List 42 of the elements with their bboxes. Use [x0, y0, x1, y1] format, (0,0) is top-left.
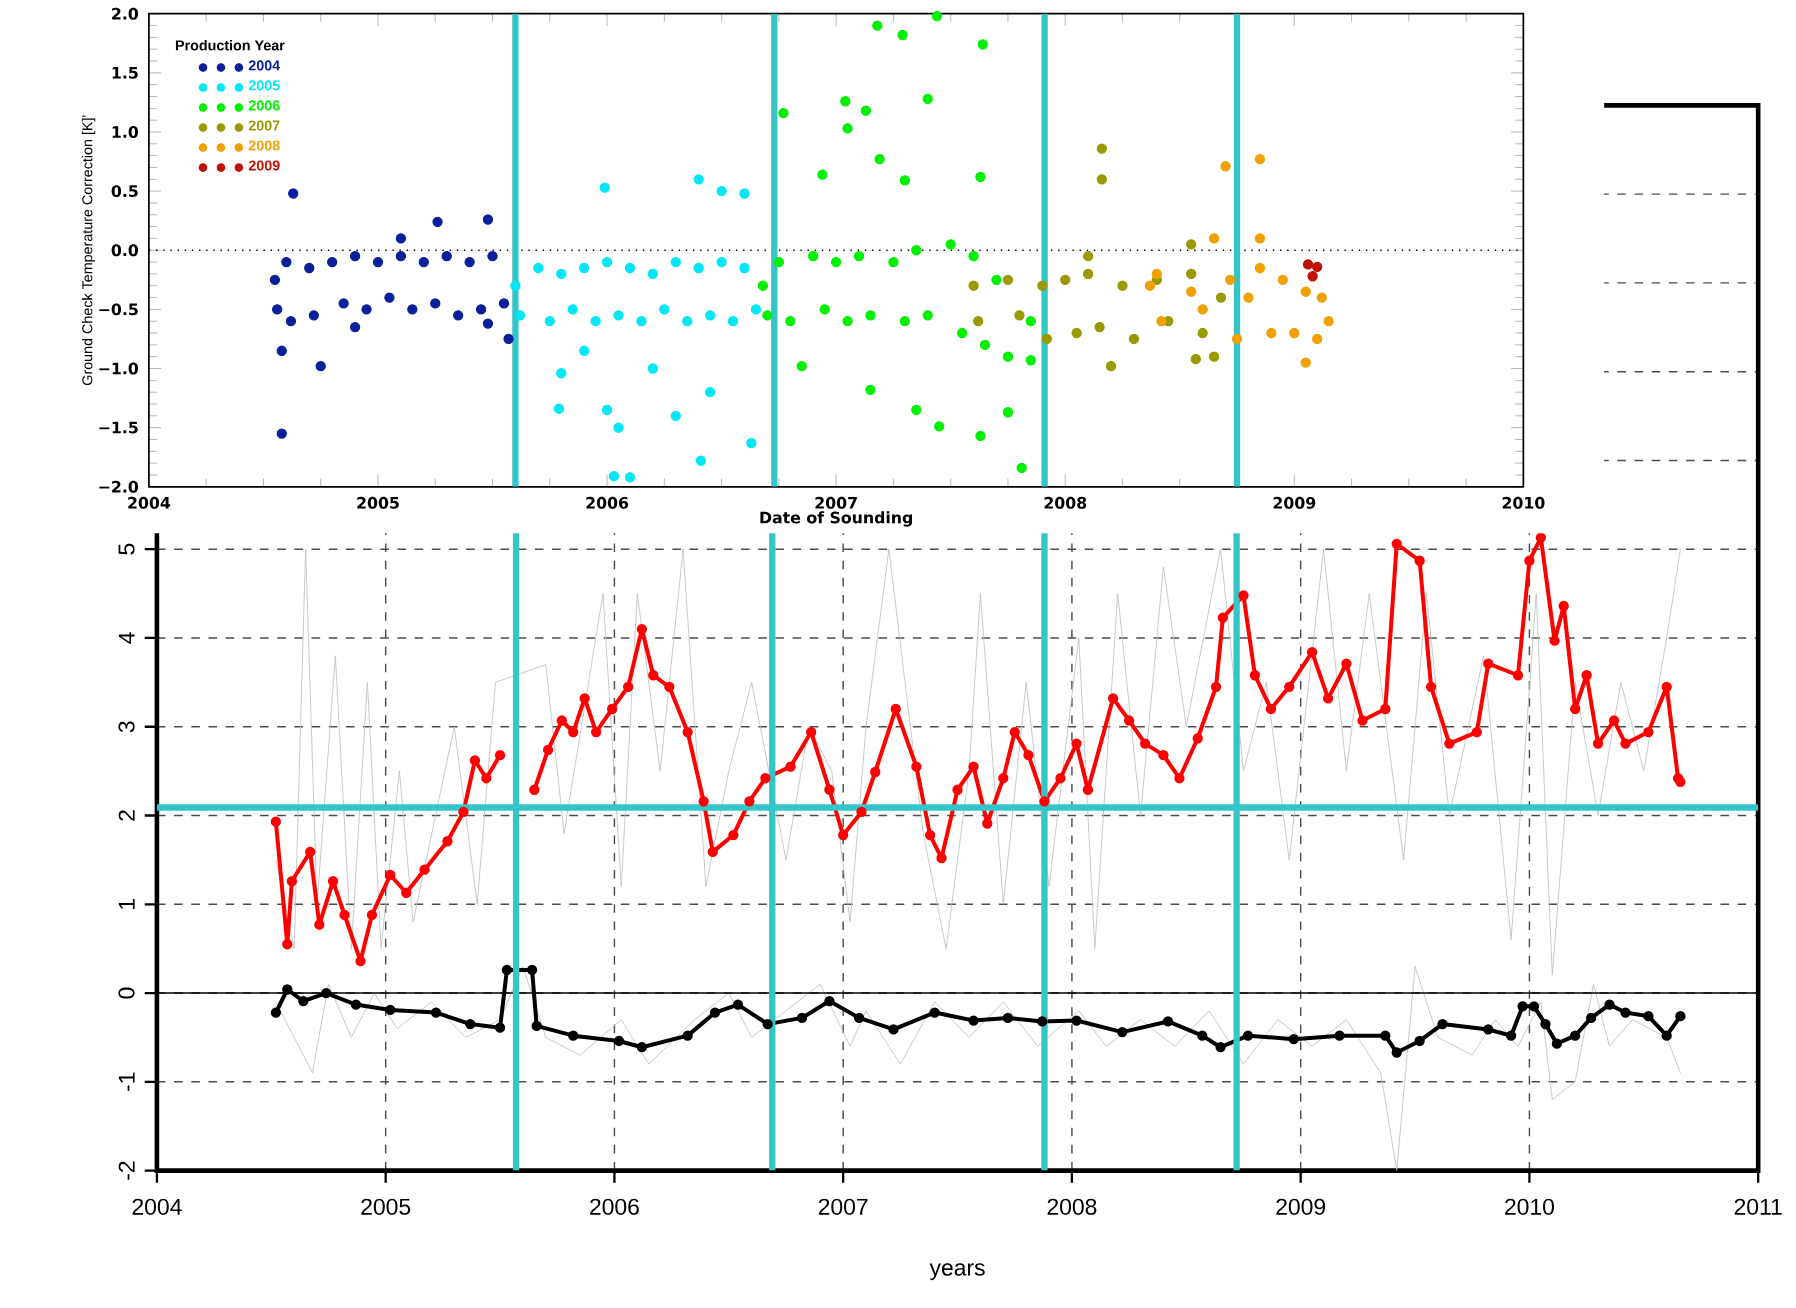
- x-axis-title: Date of Sounding: [760, 511, 912, 527]
- y-tick-label: 1.0: [112, 125, 139, 138]
- x-tick-label: 2006: [590, 1198, 639, 1215]
- y-tick-label: −1.0: [99, 362, 139, 375]
- legend-label: 2008: [248, 140, 280, 151]
- x-tick-label: 2007: [818, 1198, 868, 1215]
- legend-label: 2004: [248, 60, 281, 71]
- legend-title: Production Year: [175, 39, 285, 51]
- y-axis-title: Ground Check Temperature Correction [K]': [81, 115, 96, 385]
- y-tick-label: 3: [118, 721, 135, 733]
- y-tick-label: 5: [118, 543, 135, 555]
- y-tick-label: 2.0: [112, 7, 139, 20]
- x-tick-label: 2007: [815, 496, 857, 509]
- y-tick-label: −1.5: [99, 421, 138, 434]
- x-tick-label: 2010: [1505, 1198, 1555, 1215]
- legend-label: 2009: [248, 160, 280, 171]
- x-tick-label: 2005: [357, 496, 399, 509]
- y-tick-label: 0.0: [111, 244, 139, 257]
- y-tick-label: 2: [118, 810, 135, 821]
- x-tick-label: 2004: [128, 496, 171, 509]
- x-tick-label: 2008: [1044, 496, 1087, 509]
- x-tick-label: 2004: [132, 1198, 182, 1215]
- y-tick-label: 1: [118, 899, 135, 909]
- x-tick-label: 2005: [361, 1198, 411, 1215]
- x-tick-label: 2010: [1502, 496, 1545, 509]
- x-tick-label: 2011: [1734, 1198, 1782, 1215]
- legend-label: 2007: [248, 120, 280, 131]
- x-tick-label: 2008: [1047, 1198, 1097, 1215]
- x-tick-label: 2009: [1276, 1198, 1326, 1215]
- y-tick-label: −2.0: [99, 480, 139, 493]
- y-tick-label: -1: [118, 1072, 135, 1091]
- x-tick-label: 2006: [586, 496, 629, 509]
- y-tick-label: 4: [118, 632, 135, 644]
- y-tick-label: 0: [118, 987, 135, 999]
- y-tick-label: 0.5: [111, 185, 138, 198]
- y-tick-label: −0.5: [99, 303, 138, 316]
- x-tick-label: 2009: [1273, 496, 1316, 509]
- y-tick-label: -2: [118, 1161, 135, 1180]
- legend-label: 2006: [248, 100, 280, 111]
- legend-label: 2005: [248, 80, 280, 91]
- x-axis-title: years: [929, 1263, 985, 1281]
- y-tick-label: 1.5: [112, 66, 138, 79]
